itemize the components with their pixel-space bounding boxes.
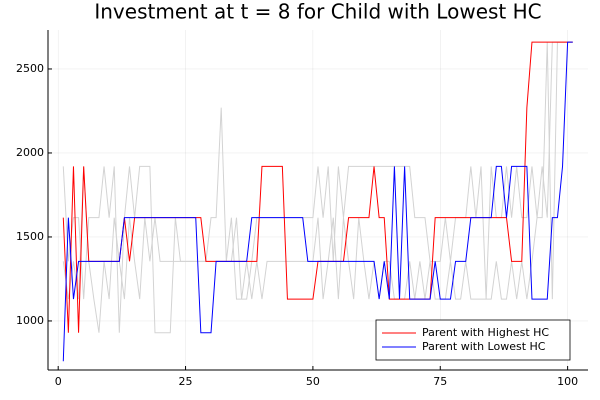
legend-label: Parent with Highest HC — [422, 326, 549, 339]
x-tick-label: 0 — [55, 375, 62, 388]
y-tick-label: 1000 — [16, 314, 44, 327]
legend-box — [375, 319, 571, 361]
chart-title: Investment at t = 8 for Child with Lowes… — [94, 0, 541, 24]
series-line — [62, 41, 573, 333]
x-tick-label: 75 — [433, 375, 447, 388]
legend-label: Parent with Lowest HC — [422, 340, 546, 353]
y-tick-label: 1500 — [16, 230, 44, 243]
x-tick-label: 50 — [306, 375, 320, 388]
series-line — [62, 41, 573, 333]
y-tick-label: 2000 — [16, 146, 44, 159]
series-line — [62, 41, 573, 362]
x-tick-label: 25 — [179, 375, 193, 388]
series-line — [62, 41, 573, 334]
x-tick-label: 100 — [557, 375, 578, 388]
y-tick-label: 2500 — [16, 62, 44, 75]
